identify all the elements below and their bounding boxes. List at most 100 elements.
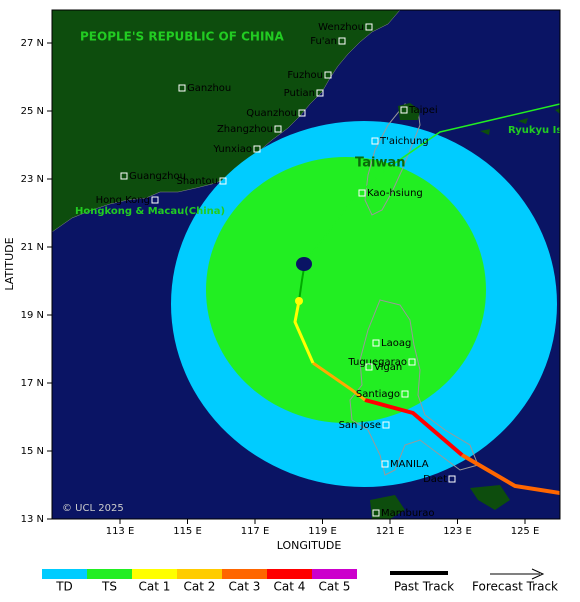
forecast-arrowhead xyxy=(531,568,545,580)
past-track-cat2 xyxy=(312,361,366,402)
city-label: Santiago xyxy=(356,389,400,400)
city-marker xyxy=(253,145,261,153)
legend-label: TD xyxy=(55,580,73,594)
region-label: Taiwan xyxy=(355,156,405,171)
city-marker xyxy=(400,106,408,114)
y-tick-label: 27 N xyxy=(21,38,44,49)
city-label: Daet xyxy=(423,474,447,485)
storm-eye xyxy=(296,257,312,271)
city-label: Kao-hsiung xyxy=(367,188,423,199)
legend: TD TS Cat 1 Cat 2 Cat 3 Cat 4 Cat 5 xyxy=(42,569,357,594)
city-label: Quanzhou xyxy=(246,108,297,119)
past-track-cat4 xyxy=(364,398,464,457)
city-label: Guangzhou xyxy=(129,171,186,182)
legend-label: Cat 5 xyxy=(319,580,351,594)
city-label: Fu'an xyxy=(310,36,337,47)
map: Wenzhou Fu'an Fuzhou Putian Quanzhou Zhangzho… xyxy=(52,10,562,519)
city-marker xyxy=(338,37,346,45)
city-marker xyxy=(371,137,379,145)
city-marker xyxy=(401,390,409,398)
city-marker xyxy=(365,363,373,371)
legend-swatch xyxy=(222,569,267,579)
x-tick-label: 115 E xyxy=(173,526,202,537)
legend-label: Cat 4 xyxy=(274,580,306,594)
axes: 113 E 115 E 117 E 119 E 121 E 123 E 125 E 13 N 1… xyxy=(21,38,540,537)
ts-wind-radius xyxy=(206,157,486,423)
city-marker xyxy=(382,421,390,429)
land-taiwan xyxy=(364,103,421,216)
city-label: Ganzhou xyxy=(187,83,231,94)
x-tick-label: 123 E xyxy=(443,526,472,537)
x-tick-label: 121 E xyxy=(376,526,405,537)
y-tick-label: 19 N xyxy=(21,310,44,321)
legend-label: Cat 1 xyxy=(139,580,171,594)
land-samar xyxy=(470,485,510,510)
legend-label: Past Track xyxy=(394,580,454,594)
legend-label: Cat 2 xyxy=(184,580,216,594)
region-label: PEOPLE'S REPUBLIC OF CHINA xyxy=(80,30,284,44)
legend-label: TS xyxy=(101,580,117,594)
city-marker xyxy=(151,196,159,204)
y-tick-label: 13 N xyxy=(21,514,44,525)
city-label: Hong Kong xyxy=(96,195,150,206)
city-label: Putian xyxy=(284,88,315,99)
past-track-cat1 xyxy=(293,300,315,364)
city-label: Shantou xyxy=(176,176,218,187)
y-tick-label: 23 N xyxy=(21,174,44,185)
x-tick-label: 113 E xyxy=(106,526,135,537)
city-label: Laoag xyxy=(381,338,411,349)
city-label: Fuzhou xyxy=(287,70,323,81)
city-label: T'aichung xyxy=(379,136,429,147)
legend-swatch xyxy=(87,569,132,579)
city-marker xyxy=(120,172,128,180)
land-luzon xyxy=(349,299,479,476)
current-position xyxy=(295,297,303,305)
city-marker xyxy=(298,109,306,117)
y-axis-label: LATITUDE xyxy=(3,237,16,290)
map-frame xyxy=(51,9,561,520)
x-tick-label: 117 E xyxy=(241,526,270,537)
city-marker xyxy=(372,509,380,517)
city-marker xyxy=(372,339,380,347)
city-label: Zhangzhou xyxy=(217,124,273,135)
x-tick-label: 119 E xyxy=(308,526,337,537)
city-label: Taipei xyxy=(408,105,438,116)
forecast-track xyxy=(304,103,560,263)
land-islands xyxy=(480,108,560,135)
legend-label: Cat 3 xyxy=(229,580,261,594)
x-tick-label: 125 E xyxy=(511,526,540,537)
legend-swatch xyxy=(42,569,87,579)
y-tick-label: 25 N xyxy=(21,106,44,117)
legend-label: Forecast Track xyxy=(472,580,558,594)
legend-swatch xyxy=(177,569,222,579)
x-axis-label: LONGITUDE xyxy=(277,539,342,552)
city-label: San Jose xyxy=(339,420,381,431)
city-marker xyxy=(365,23,373,31)
cities: Wenzhou Fu'an Fuzhou Putian Quanzhou Zhangzho… xyxy=(96,22,456,519)
city-marker xyxy=(408,358,416,366)
y-tick-label: 15 N xyxy=(21,446,44,457)
past-track-cat3 xyxy=(460,453,560,495)
city-marker xyxy=(381,460,389,468)
legend-swatch xyxy=(267,569,312,579)
region-label: Ryukyu Is xyxy=(508,125,562,136)
legend-swatch xyxy=(132,569,177,579)
legend-swatch xyxy=(312,569,357,579)
city-label: Vigan xyxy=(374,362,402,373)
city-marker xyxy=(274,125,282,133)
city-marker xyxy=(219,177,227,185)
city-marker xyxy=(448,475,456,483)
city-label: Tuguegarao xyxy=(347,357,407,368)
city-label: Mamburao xyxy=(381,508,435,519)
city-label: MANILA xyxy=(390,459,429,470)
city-label: Yunxiao xyxy=(212,144,252,155)
copyright: © UCL 2025 xyxy=(62,503,124,514)
y-tick-label: 17 N xyxy=(21,378,44,389)
y-tick-label: 21 N xyxy=(21,242,44,253)
region-label: Hongkong & Macau(China) xyxy=(75,206,225,217)
city-label: Wenzhou xyxy=(318,22,364,33)
city-marker xyxy=(316,89,324,97)
city-marker xyxy=(358,189,366,197)
city-marker xyxy=(324,71,332,79)
